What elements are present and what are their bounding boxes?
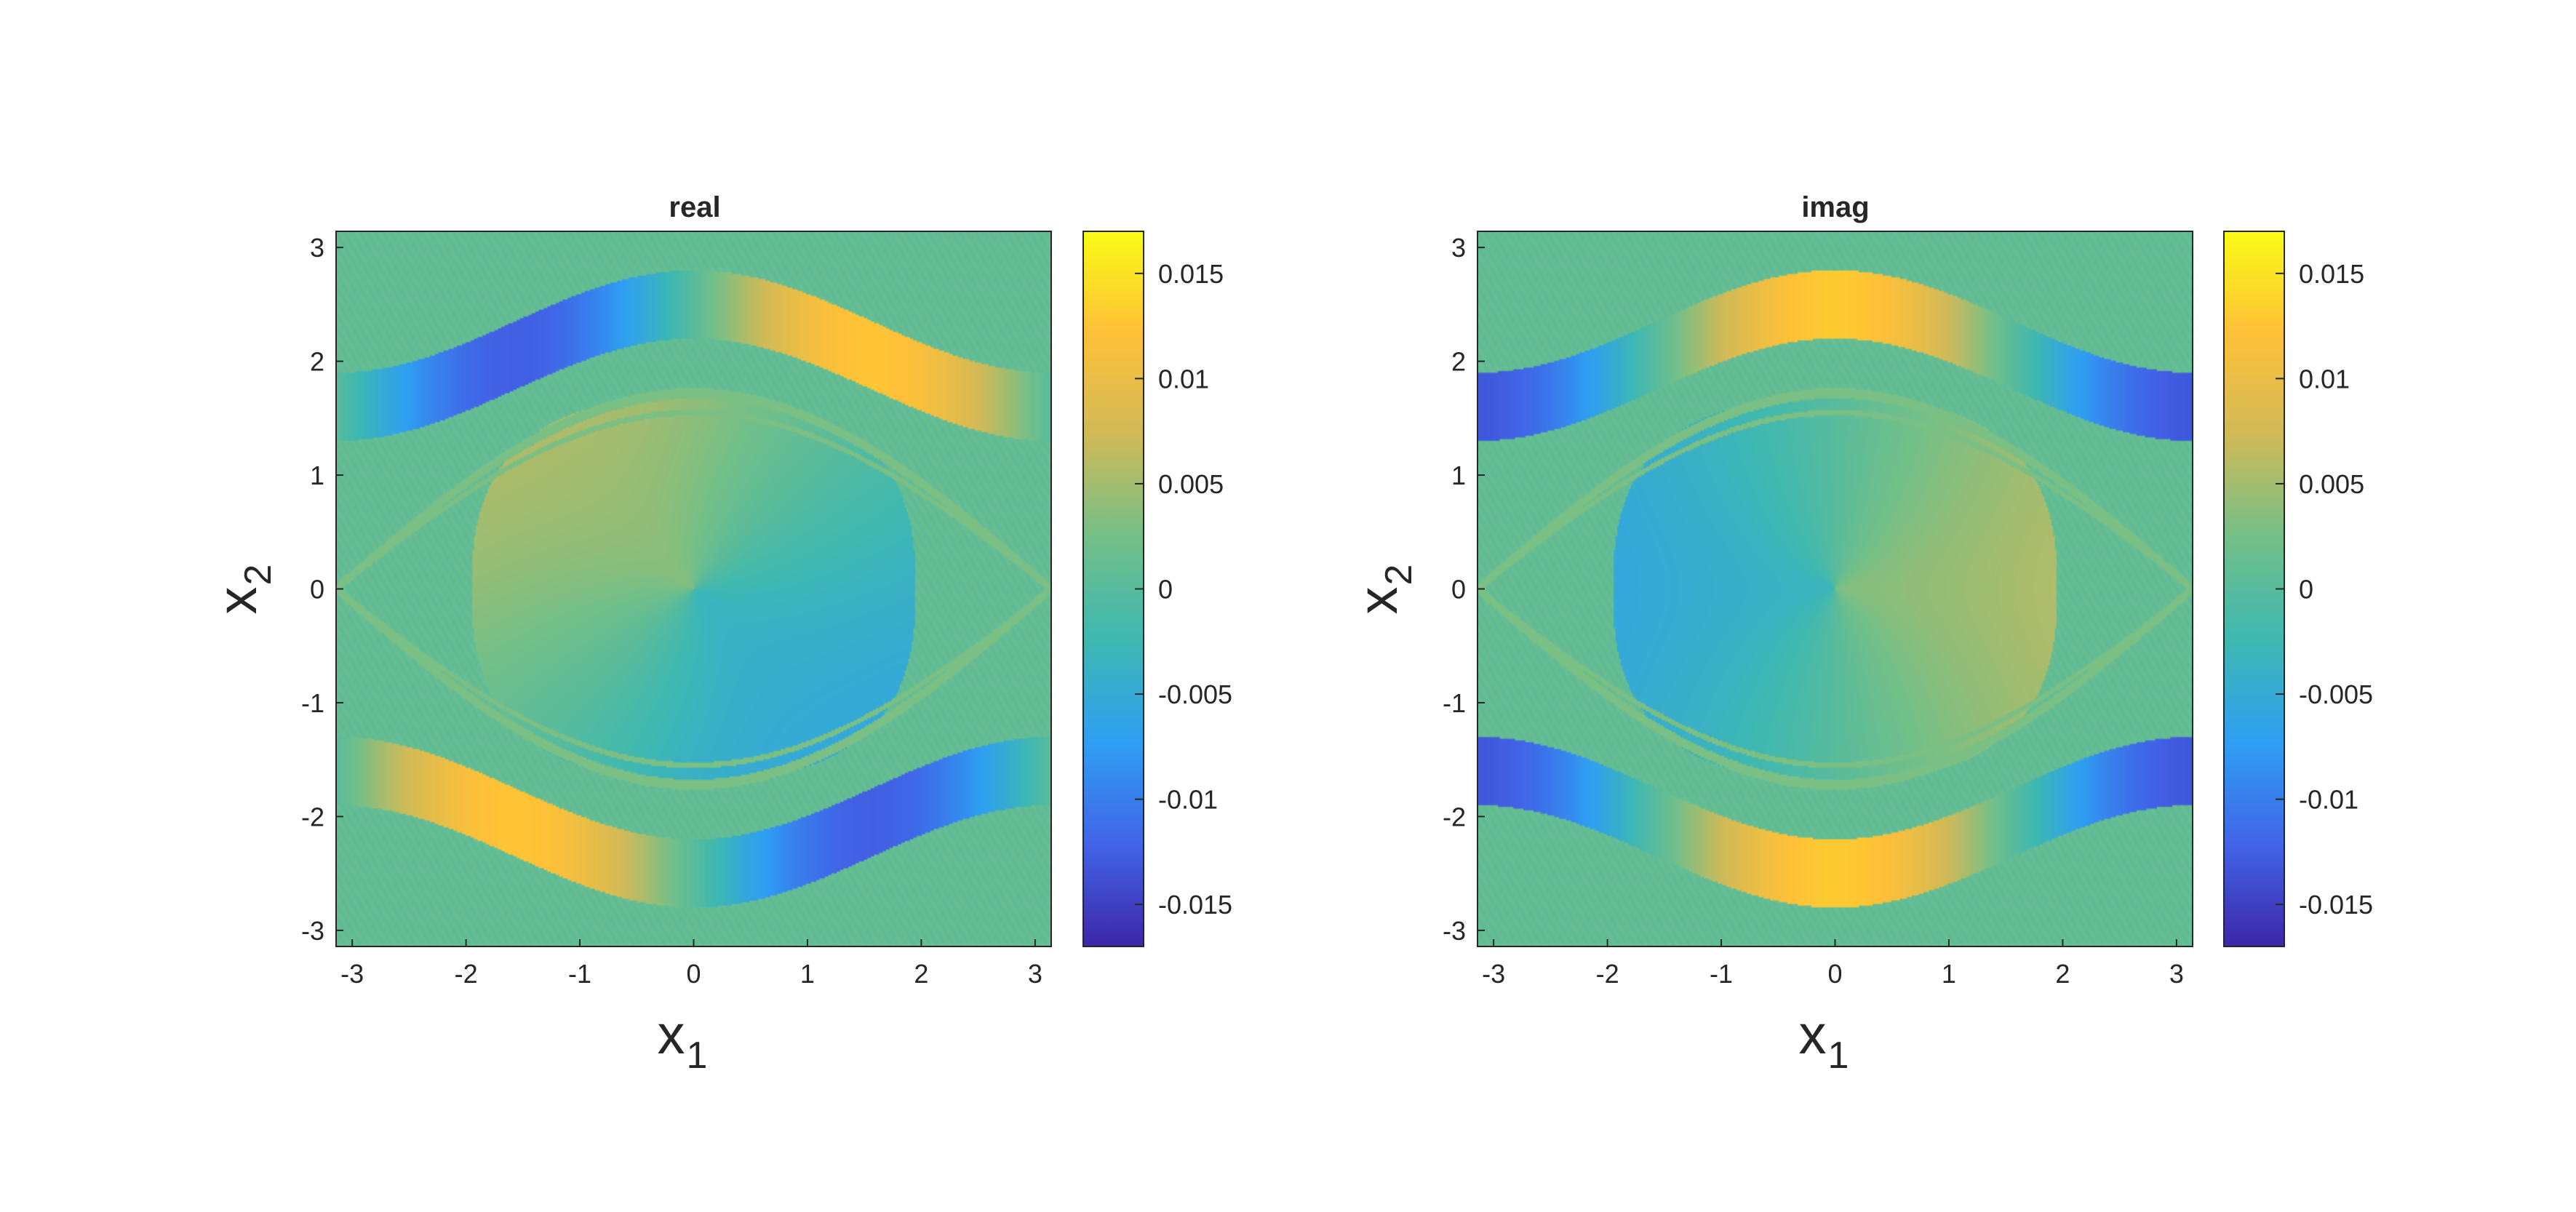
colorbar-ticks: 0.015 0.01 0.005 0 -0.005 -0.01 -0.015 (1135, 259, 1232, 920)
x-tick-label: -2 (455, 959, 478, 989)
x-tick-label: 1 (800, 959, 815, 989)
plot-title: imag (1801, 191, 1869, 223)
colorbar: 0.015 0.01 0.005 0 -0.005 -0.01 -0.015 (2223, 231, 2373, 947)
x-tick-label: 2 (914, 959, 928, 989)
y-tick-label: -1 (301, 688, 324, 718)
y-axis-label-base: x (207, 586, 268, 614)
y-axis-label: x2 (207, 565, 279, 615)
x-axis-label-base: x (1799, 1004, 1827, 1066)
x-tick-label: -2 (1596, 959, 1619, 989)
heatmap-image (336, 231, 1051, 946)
y-axis-label: x2 (1347, 565, 1420, 615)
y-tick-label: -3 (301, 916, 324, 946)
y-tick-label: 1 (1451, 461, 1466, 490)
colorbar-tick-label: 0.015 (1158, 259, 1224, 289)
x-tick-label: -1 (568, 959, 591, 989)
heatmap-image (1478, 231, 2193, 946)
colorbar-tick-label: 0.01 (1158, 364, 1209, 394)
x-tick-label: -1 (1710, 959, 1733, 989)
colorbar-tick-label: 0.01 (2299, 364, 2350, 394)
x-axis-label: x1 (1799, 1004, 1849, 1077)
colorbar-tick-label: 0 (1158, 575, 1173, 605)
colorbar-tick-label: -0.01 (2299, 785, 2358, 815)
colorbar-gradient (1083, 231, 1144, 946)
heatmap-raster (1478, 231, 2193, 946)
x-tick-label: 3 (1028, 959, 1042, 989)
x-tick-label: 1 (1942, 959, 1956, 989)
x-axis-ticks: -3 -2 -1 0 1 2 3 (1482, 939, 2184, 989)
colorbar-tick-label: 0.015 (2299, 259, 2364, 289)
x-axis-ticks: -3 -2 -1 0 1 2 3 (340, 939, 1042, 989)
y-axis-ticks: 3 2 1 0 -1 -2 -3 (301, 233, 343, 946)
x-tick-label: 0 (686, 959, 701, 989)
x-tick-label: 2 (2055, 959, 2070, 989)
x-tick-label: -3 (340, 959, 364, 989)
x-axis-label: x1 (658, 1004, 708, 1077)
colorbar-tick-label: 0.005 (2299, 469, 2364, 499)
plot-title: real (669, 191, 720, 223)
y-axis-ticks: 3 2 1 0 -1 -2 -3 (1443, 233, 1485, 946)
colorbar-tick-label: -0.01 (1158, 785, 1218, 815)
y-axis-label-base: x (1347, 586, 1409, 614)
y-tick-label: 1 (310, 461, 324, 490)
x-axis-label-base: x (658, 1004, 685, 1066)
colorbar-ticks: 0.015 0.01 0.005 0 -0.005 -0.01 -0.015 (2276, 259, 2373, 920)
colorbar-tick-label: 0.005 (1158, 469, 1224, 499)
heatmap-raster (336, 231, 1051, 946)
y-tick-label: 3 (1451, 233, 1466, 263)
y-tick-label: 0 (310, 575, 324, 605)
x-tick-label: -3 (1482, 959, 1505, 989)
y-tick-label: 2 (310, 347, 324, 377)
y-axis-label-subscript: 2 (237, 565, 279, 586)
colorbar-gradient (2224, 231, 2284, 946)
y-tick-label: 3 (310, 233, 324, 263)
y-tick-label: -2 (301, 802, 324, 832)
colorbar-tick-label: -0.005 (1158, 679, 1232, 709)
x-axis-label-subscript: 1 (687, 1034, 708, 1077)
colorbar-tick-label: 0 (2299, 575, 2313, 605)
y-tick-label: -1 (1443, 688, 1466, 718)
y-tick-label: -2 (1443, 802, 1466, 832)
colorbar-tick-label: -0.015 (2299, 890, 2373, 920)
y-axis-label-subscript: 2 (1378, 565, 1420, 586)
y-tick-label: -3 (1443, 916, 1466, 946)
x-tick-label: 3 (2169, 959, 2184, 989)
y-tick-label: 2 (1451, 347, 1466, 377)
colorbar-tick-label: -0.005 (2299, 679, 2373, 709)
x-axis-label-subscript: 1 (1828, 1034, 1849, 1077)
colorbar-tick-label: -0.015 (1158, 890, 1232, 920)
colorbar: 0.015 0.01 0.005 0 -0.005 -0.01 -0.015 (1082, 231, 1232, 947)
x-tick-label: 0 (1827, 959, 1842, 989)
y-tick-label: 0 (1451, 575, 1466, 605)
